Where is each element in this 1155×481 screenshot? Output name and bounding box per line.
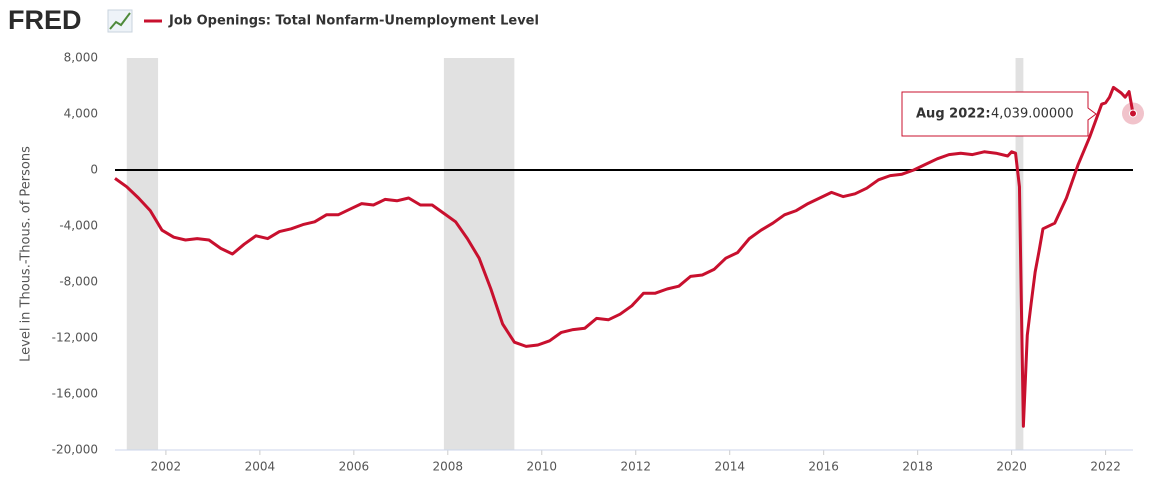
x-tick-label: 2014 [714,460,745,474]
tooltip-value: 4,039.00000 [991,107,1074,122]
y-tick-label: -20,000 [52,443,98,457]
legend-label: Job Openings: Total Nonfarm-Unemployment… [168,14,539,29]
tooltip-box [901,91,1097,137]
shaded-period [126,58,159,450]
point-marker [1129,109,1137,118]
logo-icon [107,9,133,33]
x-tick-label: 2002 [151,460,182,474]
tooltip-date: Aug 2022: [916,107,991,122]
tooltip: Aug 2022: 4,039.00000 [901,91,1097,137]
y-tick-label: -12,000 [52,331,98,345]
x-tick-label: 2016 [808,460,839,474]
y-axis-label: Level in Thous.-Thous. of Persons [19,146,34,362]
x-tick-label: 2010 [527,460,558,474]
logo: FRED [8,5,133,35]
data-line [114,85,1135,428]
y-tick-label: 8,000 [64,51,98,65]
x-tick-label: 2004 [245,460,276,474]
y-tick-label: -8,000 [59,275,98,289]
x-tick-label: 2006 [339,460,370,474]
shaded-period [443,58,515,450]
x-tick-label: 2012 [620,460,651,474]
x-tick-label: 2022 [1090,460,1121,474]
x-tick-label: 2020 [996,460,1027,474]
y-tick-label: -4,000 [59,219,98,233]
logo-text: FRED [8,5,82,35]
y-tick-label: -16,000 [52,387,98,401]
y-tick-label: 0 [90,163,98,177]
y-tick-label: 4,000 [64,107,98,121]
x-tick-label: 2008 [433,460,464,474]
x-tick-label: 2018 [902,460,933,474]
logo-icon-line [109,12,131,30]
